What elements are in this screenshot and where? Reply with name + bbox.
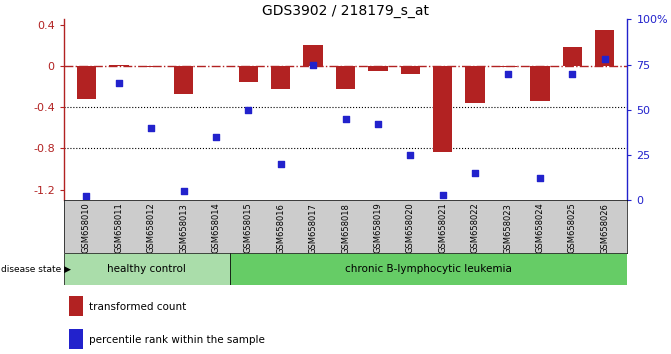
Point	[113, 80, 124, 85]
Bar	[466, 66, 485, 103]
Bar	[498, 66, 517, 67]
Text: GSM658024: GSM658024	[535, 202, 544, 253]
Text: GSM658010: GSM658010	[82, 202, 91, 253]
Bar	[271, 66, 291, 88]
Bar	[109, 65, 129, 66]
Text: GSM658017: GSM658017	[309, 202, 317, 253]
Point	[405, 152, 416, 158]
Text: GSM658018: GSM658018	[341, 202, 350, 253]
Point	[146, 125, 156, 131]
Text: GSM658023: GSM658023	[503, 202, 512, 253]
Point	[178, 188, 189, 194]
Text: GSM658011: GSM658011	[114, 202, 123, 253]
Bar	[64, 253, 229, 285]
Point	[81, 194, 92, 199]
Point	[535, 176, 546, 181]
Point	[470, 170, 480, 176]
Text: GSM658020: GSM658020	[406, 202, 415, 253]
Point	[243, 107, 254, 113]
Point	[308, 62, 319, 67]
Text: GSM658014: GSM658014	[211, 202, 221, 253]
Point	[437, 192, 448, 198]
Bar	[174, 66, 193, 94]
Text: percentile rank within the sample: percentile rank within the sample	[89, 335, 265, 344]
Point	[502, 71, 513, 76]
Text: GSM658025: GSM658025	[568, 202, 577, 253]
Point	[340, 116, 351, 122]
Text: transformed count: transformed count	[89, 302, 187, 312]
Bar	[69, 296, 83, 316]
Text: GSM658015: GSM658015	[244, 202, 253, 253]
Text: GSM658016: GSM658016	[276, 202, 285, 253]
Text: GSM658022: GSM658022	[470, 202, 480, 253]
Point	[372, 121, 383, 127]
Point	[275, 161, 286, 167]
Text: healthy control: healthy control	[107, 264, 186, 274]
Bar	[368, 66, 388, 71]
Bar	[595, 30, 615, 66]
Title: GDS3902 / 218179_s_at: GDS3902 / 218179_s_at	[262, 5, 429, 18]
Point	[567, 71, 578, 76]
Bar	[229, 253, 627, 285]
Text: GSM658013: GSM658013	[179, 202, 188, 253]
Bar	[562, 47, 582, 66]
Point	[211, 134, 221, 139]
Bar	[303, 45, 323, 66]
Bar	[69, 329, 83, 349]
Text: GSM658012: GSM658012	[147, 202, 156, 253]
Bar	[433, 66, 452, 152]
Text: GSM658026: GSM658026	[601, 202, 609, 253]
Bar	[401, 66, 420, 74]
Text: disease state ▶: disease state ▶	[1, 264, 70, 274]
Bar	[336, 66, 355, 88]
Bar	[530, 66, 550, 101]
Bar	[142, 66, 161, 67]
Bar	[76, 66, 96, 99]
Text: GSM658021: GSM658021	[438, 202, 448, 253]
Bar	[239, 66, 258, 82]
Point	[599, 56, 610, 62]
Text: GSM658019: GSM658019	[374, 202, 382, 253]
Text: chronic B-lymphocytic leukemia: chronic B-lymphocytic leukemia	[345, 264, 512, 274]
